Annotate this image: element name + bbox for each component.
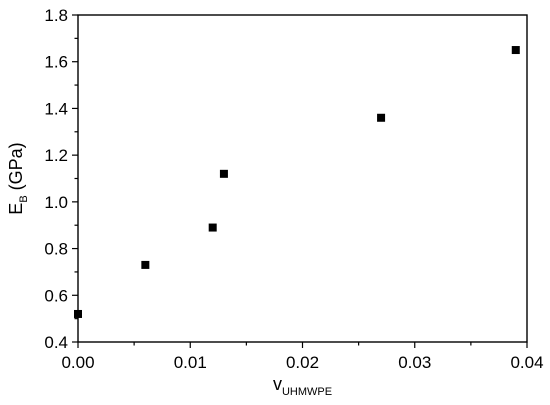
y-tick-label: 1.8	[44, 6, 68, 25]
y-tick-label: 0.8	[44, 240, 68, 259]
data-point	[141, 260, 150, 269]
axis-ticks	[72, 14, 528, 348]
y-axis-label-suffix: (GPa)	[6, 142, 26, 195]
y-tick-label: 1.2	[44, 146, 68, 165]
data-point	[219, 169, 228, 178]
y-tick-labels: 0.4 0.6 0.8 1.0 1.2 1.4 1.6 1.8	[44, 6, 68, 352]
x-tick-label: 0.00	[61, 353, 94, 372]
data-points	[74, 46, 520, 318]
y-tick-label: 1.6	[44, 53, 68, 72]
data-point	[511, 46, 520, 55]
y-axis-label-main: E	[6, 203, 26, 215]
x-tick-label: 0.04	[510, 353, 543, 372]
x-tick-labels: 0.00 0.01 0.02 0.03 0.04	[61, 353, 543, 372]
y-axis-label: EB (GPa)	[6, 142, 30, 214]
data-point	[377, 113, 386, 122]
data-point	[74, 309, 82, 318]
y-tick-label: 1.0	[44, 193, 68, 212]
y-axis-label-sub: B	[18, 195, 30, 202]
x-axis-label-main: v	[273, 374, 282, 394]
x-tick-label: 0.02	[286, 353, 319, 372]
y-tick-label: 0.4	[44, 333, 68, 352]
x-tick-label: 0.03	[398, 353, 431, 372]
data-point	[208, 223, 217, 232]
x-tick-label: 0.01	[174, 353, 207, 372]
x-axis-label: vUHMWPE	[273, 374, 332, 398]
y-tick-label: 0.6	[44, 286, 68, 305]
y-tick-label: 1.4	[44, 99, 68, 118]
plot-frame	[77, 14, 528, 343]
x-axis-label-sub: UHMWPE	[282, 386, 332, 398]
